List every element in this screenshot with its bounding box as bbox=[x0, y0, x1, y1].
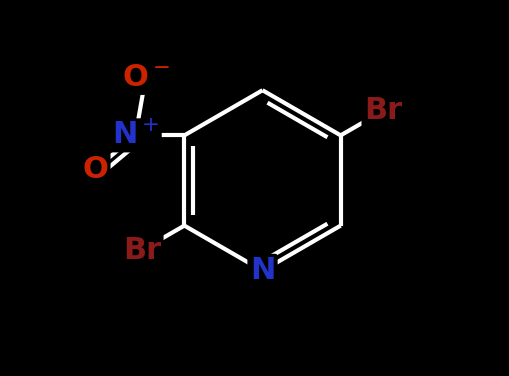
Text: Br: Br bbox=[123, 235, 161, 265]
Text: O$^-$: O$^-$ bbox=[121, 64, 169, 92]
Text: O: O bbox=[82, 155, 108, 184]
Text: Br: Br bbox=[363, 96, 401, 126]
Text: N: N bbox=[249, 256, 275, 285]
Text: N$^+$: N$^+$ bbox=[111, 121, 159, 150]
